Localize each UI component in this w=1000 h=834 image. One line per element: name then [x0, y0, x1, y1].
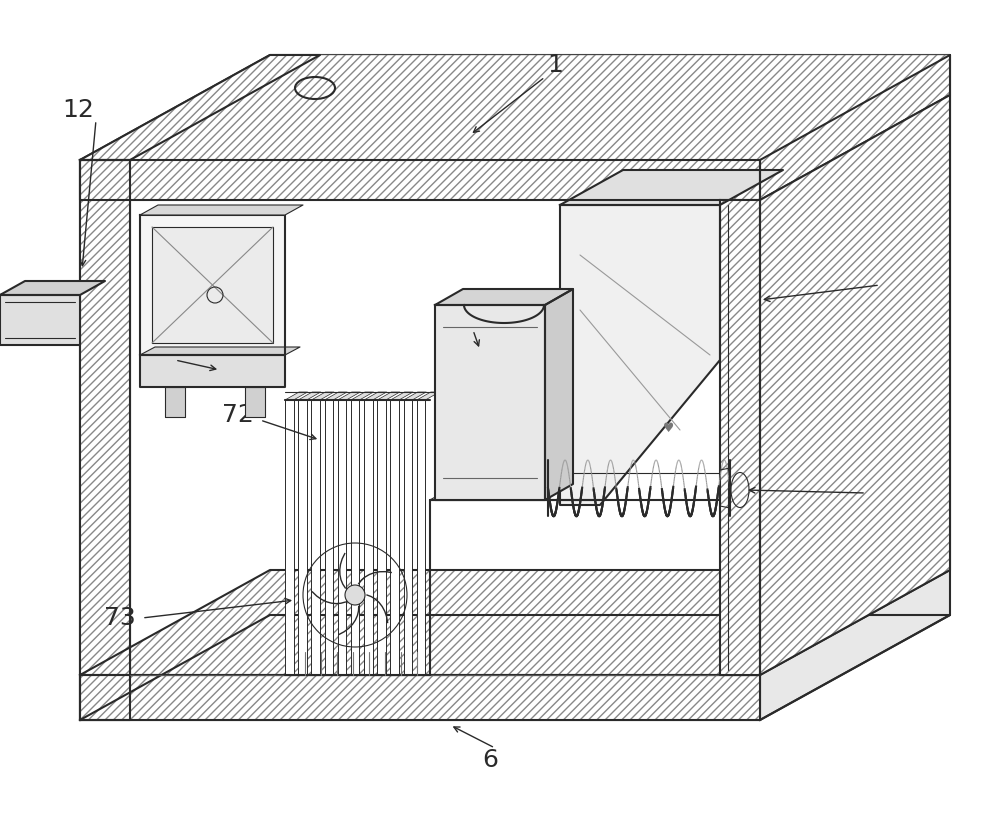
- Polygon shape: [560, 170, 783, 205]
- Polygon shape: [80, 570, 950, 675]
- Polygon shape: [298, 392, 321, 400]
- Polygon shape: [351, 392, 373, 400]
- Polygon shape: [311, 400, 320, 675]
- Text: 3: 3: [892, 268, 908, 292]
- Polygon shape: [140, 215, 285, 355]
- Polygon shape: [140, 347, 300, 355]
- Polygon shape: [80, 160, 760, 720]
- Text: 73: 73: [104, 606, 136, 630]
- Polygon shape: [760, 95, 950, 675]
- Polygon shape: [140, 355, 285, 387]
- Polygon shape: [545, 289, 573, 500]
- Polygon shape: [0, 281, 105, 295]
- Circle shape: [345, 585, 365, 605]
- Polygon shape: [760, 55, 950, 200]
- Text: 1: 1: [547, 53, 563, 77]
- Polygon shape: [390, 392, 413, 400]
- Polygon shape: [80, 675, 760, 720]
- Polygon shape: [285, 392, 308, 400]
- Polygon shape: [338, 392, 360, 400]
- Polygon shape: [404, 392, 426, 400]
- Polygon shape: [152, 227, 273, 343]
- Polygon shape: [285, 400, 294, 675]
- Polygon shape: [165, 387, 185, 417]
- Text: 6: 6: [482, 748, 498, 772]
- Polygon shape: [80, 55, 320, 160]
- Polygon shape: [364, 400, 373, 675]
- Polygon shape: [311, 392, 334, 400]
- Polygon shape: [377, 392, 400, 400]
- Polygon shape: [560, 205, 720, 505]
- Polygon shape: [435, 305, 545, 500]
- Polygon shape: [325, 392, 347, 400]
- Polygon shape: [140, 205, 303, 215]
- Polygon shape: [80, 160, 130, 720]
- Polygon shape: [435, 289, 573, 305]
- Polygon shape: [404, 400, 412, 675]
- Polygon shape: [325, 400, 333, 675]
- Polygon shape: [80, 160, 760, 200]
- Polygon shape: [390, 400, 399, 675]
- Polygon shape: [351, 400, 359, 675]
- Polygon shape: [417, 392, 439, 400]
- Polygon shape: [377, 400, 386, 675]
- Text: 43: 43: [872, 476, 904, 500]
- Text: ♥: ♥: [662, 421, 674, 435]
- Polygon shape: [720, 200, 760, 675]
- Polygon shape: [417, 400, 425, 675]
- Text: 71: 71: [452, 306, 484, 330]
- Text: 12: 12: [62, 98, 94, 122]
- Polygon shape: [338, 400, 346, 675]
- Polygon shape: [0, 295, 80, 345]
- Polygon shape: [760, 55, 950, 720]
- Text: 10: 10: [139, 343, 171, 367]
- Polygon shape: [80, 55, 950, 160]
- Polygon shape: [364, 392, 387, 400]
- Text: 72: 72: [222, 403, 254, 427]
- Polygon shape: [298, 400, 307, 675]
- Polygon shape: [80, 55, 950, 160]
- Polygon shape: [245, 387, 265, 417]
